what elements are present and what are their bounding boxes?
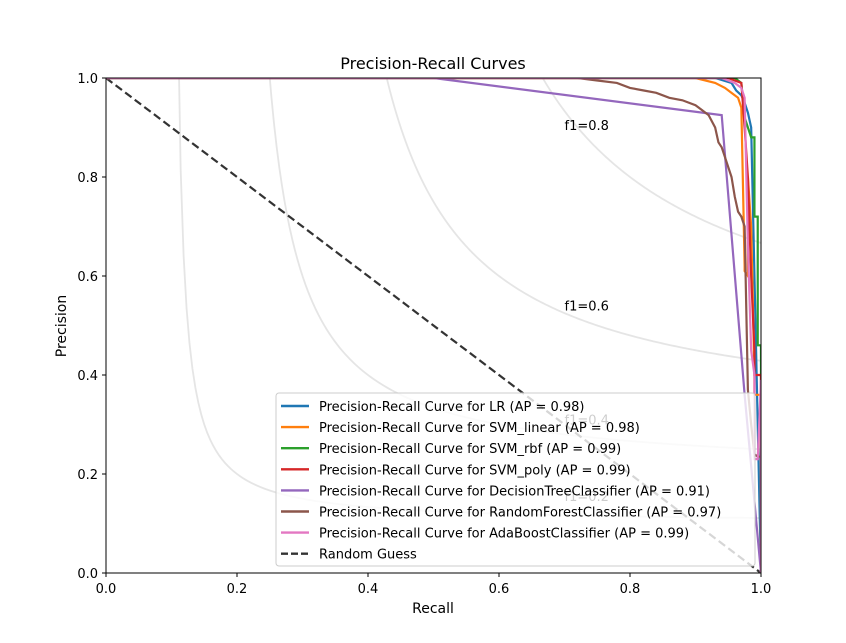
plot-frame bbox=[105, 77, 762, 574]
pr-curves bbox=[106, 78, 761, 573]
x-tick-label: 0.4 bbox=[358, 582, 379, 597]
x-tick-label: 1.0 bbox=[751, 582, 772, 597]
x-tick-label: 0.2 bbox=[227, 582, 248, 597]
legend-label: Precision-Recall Curve for AdaBoostClass… bbox=[319, 527, 689, 542]
x-tick-label: 0.6 bbox=[489, 582, 510, 597]
legend-label: Precision-Recall Curve for SVM_poly (AP … bbox=[319, 463, 631, 478]
chart-title: Precision-Recall Curves bbox=[340, 54, 526, 73]
y-tick-label: 1.0 bbox=[77, 72, 98, 87]
legend-box bbox=[275, 392, 756, 567]
pr-curve-line bbox=[106, 78, 761, 573]
y-axis-ticks: 0.0 0.2 0.4 0.6 0.8 1.0 bbox=[77, 72, 106, 582]
iso-f1-label: f1=0.8 bbox=[565, 119, 609, 134]
y-axis-label: Precision bbox=[54, 295, 70, 357]
y-tick-label: 0.2 bbox=[77, 468, 98, 483]
legend-label: Precision-Recall Curve for DecisionTreeC… bbox=[319, 484, 710, 499]
iso-f1-curve bbox=[385, 78, 761, 362]
pr-curve-line bbox=[106, 78, 761, 573]
x-tick-label: 0.8 bbox=[620, 582, 641, 597]
legend-label: Random Guess bbox=[319, 548, 417, 563]
legend-label: Precision-Recall Curve for LR (AP = 0.98… bbox=[319, 400, 585, 415]
x-tick-label: 0.0 bbox=[96, 582, 117, 597]
legend-label: Precision-Recall Curve for RandomForestC… bbox=[319, 506, 721, 521]
y-tick-label: 0.0 bbox=[77, 567, 98, 582]
legend-label: Precision-Recall Curve for SVM_linear (A… bbox=[319, 421, 640, 436]
pr-curve-line bbox=[106, 78, 761, 458]
x-axis-label: Recall bbox=[412, 601, 454, 617]
y-tick-label: 0.8 bbox=[77, 171, 98, 186]
y-tick-label: 0.6 bbox=[77, 270, 98, 285]
y-tick-label: 0.4 bbox=[77, 369, 98, 384]
legend: Precision-Recall Curve for LR (AP = 0.98… bbox=[275, 392, 756, 567]
x-axis-ticks: 0.0 0.2 0.4 0.6 0.8 1.0 bbox=[96, 573, 772, 597]
legend-label: Precision-Recall Curve for SVM_rbf (AP =… bbox=[319, 442, 621, 457]
iso-f1-label: f1=0.6 bbox=[565, 300, 609, 315]
iso-f1-curve bbox=[541, 78, 761, 244]
